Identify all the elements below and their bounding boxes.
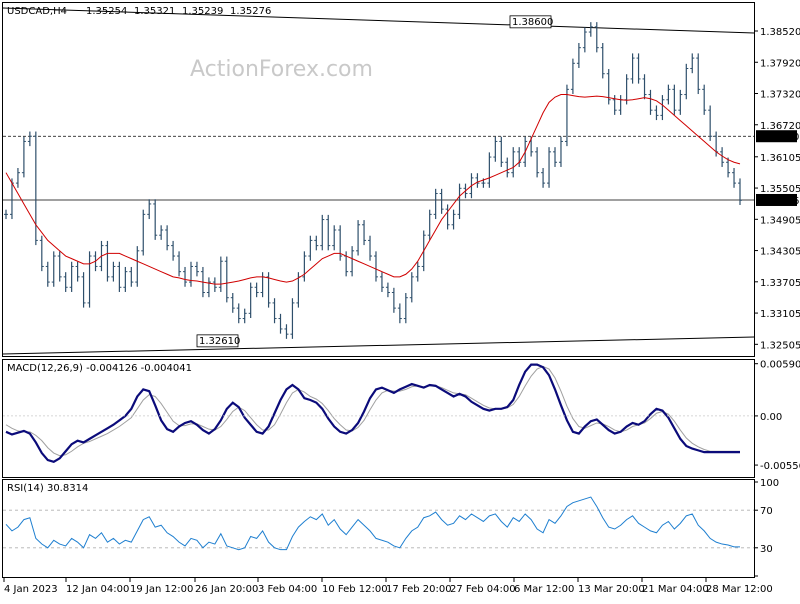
rsi-tick-label: 70 bbox=[760, 506, 773, 517]
price-axis: 1.38520 1.37920 1.37320 1.36720 1.36105 1.355… bbox=[754, 27, 800, 351]
time-tick-label: 3 Feb 04:00 bbox=[258, 584, 317, 595]
watermark-text: ActionForex.com bbox=[190, 57, 373, 82]
rsi-pane-border bbox=[2, 479, 755, 578]
rsi-tick-label: 100 bbox=[760, 478, 779, 489]
time-axis: 4 Jan 2023 12 Jan 04:00 19 Jan 12:00 26 Jan… bbox=[3, 578, 773, 595]
chart-high: 1.35321 bbox=[134, 6, 175, 17]
macd-axis: 0.005908 0.00 -0.005563 bbox=[3, 360, 800, 472]
time-tick-label: 27 Feb 04:00 bbox=[450, 584, 516, 595]
price-tick-label: 1.37320 bbox=[760, 90, 800, 101]
time-tick-label: 6 Mar 12:00 bbox=[514, 584, 574, 595]
price-tick-label: 1.36105 bbox=[760, 153, 800, 164]
macd-label: MACD(12,26,9) -0.004126 -0.004041 bbox=[7, 363, 192, 374]
chart-low: 1.35239 bbox=[182, 6, 223, 17]
macd-line bbox=[5, 363, 740, 464]
annotation-label: 1.32610 bbox=[199, 336, 240, 347]
time-tick-label: 17 Feb 20:00 bbox=[386, 584, 452, 595]
rsi-layer bbox=[3, 496, 754, 551]
chart-symbol: USDCAD,H4 bbox=[7, 6, 67, 17]
annotation-box bbox=[196, 334, 239, 348]
macd-tick-label: 0.005908 bbox=[760, 360, 800, 371]
price-tick-label: 1.33105 bbox=[760, 309, 800, 320]
time-tick-label: 13 Mar 20:00 bbox=[578, 584, 645, 595]
price-tick-label: 1.36720 bbox=[760, 121, 800, 132]
moving-average-layer bbox=[5, 94, 741, 285]
annotation-box bbox=[509, 15, 552, 29]
time-tick-label: 4 Jan 2023 bbox=[4, 584, 58, 595]
trendlines bbox=[2, 7, 755, 355]
price-tick-label: 1.38520 bbox=[760, 27, 800, 38]
time-tick-label: 26 Jan 20:00 bbox=[195, 584, 258, 595]
time-tick-label: 19 Jan 12:00 bbox=[130, 584, 193, 595]
price-bars bbox=[4, 22, 742, 339]
upper-trendline bbox=[2, 7, 755, 34]
moving-average-line bbox=[5, 94, 741, 285]
macd-layer bbox=[5, 363, 740, 464]
time-tick-label: 12 Jan 04:00 bbox=[66, 584, 129, 595]
annotation-label: 1.38600 bbox=[512, 17, 553, 28]
price-annotations: 1.38600 1.32610 bbox=[196, 15, 553, 348]
rsi-line bbox=[5, 496, 740, 551]
macd-pane-border bbox=[2, 359, 755, 478]
macd-tick-label: 0.00 bbox=[760, 412, 782, 423]
price-tick-label: 1.33705 bbox=[760, 278, 800, 289]
reference-lines bbox=[3, 135, 754, 201]
time-tick-label: 10 Feb 12:00 bbox=[322, 584, 388, 595]
price-tick-label: 1.34905 bbox=[760, 215, 800, 226]
level-label-text: 1.35276 bbox=[758, 196, 799, 207]
chart-close: 1.35276 bbox=[230, 6, 271, 17]
macd-tick-label: -0.005563 bbox=[760, 461, 800, 472]
rsi-axis: 100 70 30 bbox=[754, 478, 779, 577]
price-pane-border bbox=[2, 2, 755, 357]
rsi-tick-label: 30 bbox=[760, 544, 773, 555]
time-tick-label: 28 Mar 12:00 bbox=[706, 584, 773, 595]
price-tick-label: 1.34305 bbox=[760, 247, 800, 258]
level-label-text: 1.36500 bbox=[758, 132, 799, 143]
macd-signal-line bbox=[5, 365, 740, 457]
price-tick-label: 1.35505 bbox=[760, 184, 800, 195]
time-tick-label: 21 Mar 04:00 bbox=[642, 584, 709, 595]
price-tick-label: 1.32505 bbox=[760, 340, 800, 351]
price-tick-label: 1.37920 bbox=[760, 58, 800, 69]
rsi-label: RSI(14) 30.8314 bbox=[7, 483, 88, 494]
level-label-box bbox=[756, 193, 797, 206]
lower-trendline bbox=[2, 336, 755, 355]
level-label-box bbox=[756, 130, 797, 143]
